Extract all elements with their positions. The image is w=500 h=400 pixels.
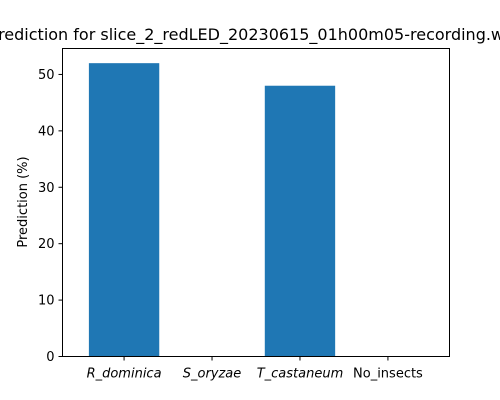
x-tick-label: No_insects (353, 367, 423, 382)
x-tick-label: T_castaneum (257, 367, 344, 382)
x-tick-label: S_oryzae (183, 367, 242, 382)
y-tick-label: 10 (38, 294, 55, 309)
y-tick-label: 30 (38, 181, 55, 196)
y-tick-label: 0 (46, 350, 54, 365)
x-tick-label: R_dominica (87, 367, 162, 382)
y-axis-label: Prediction (%) (16, 156, 31, 247)
chart-title: Prediction for slice_2_redLED_20230615_0… (0, 25, 500, 45)
y-tick-label: 40 (38, 124, 55, 139)
y-tick-label: 20 (38, 237, 55, 252)
bar-r-dominica (89, 63, 159, 356)
bar-t-castaneum (265, 86, 335, 357)
y-tick-label: 50 (38, 68, 55, 83)
